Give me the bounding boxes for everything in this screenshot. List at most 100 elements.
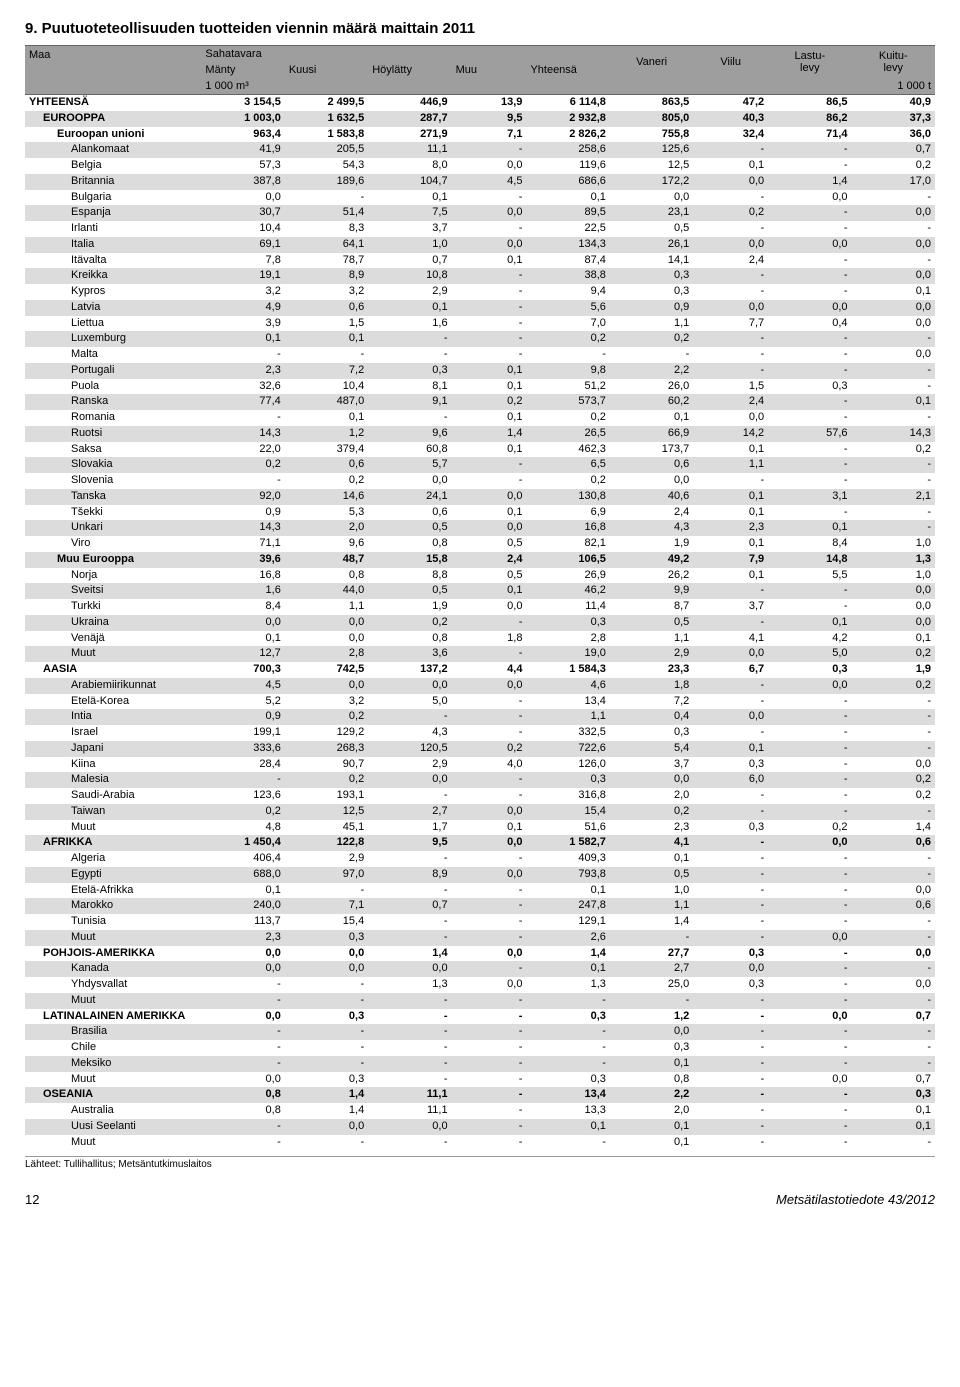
cell: -: [368, 1056, 451, 1072]
cell: 963,4: [201, 127, 284, 143]
cell: 0,9: [201, 505, 284, 521]
cell: 0,0: [285, 631, 368, 647]
cell: -: [768, 725, 851, 741]
cell: -: [452, 1119, 527, 1135]
cell: 12,7: [201, 646, 284, 662]
table-row: Etelä-Korea5,23,25,0-13,47,2---: [25, 694, 935, 710]
cell: 2,8: [285, 646, 368, 662]
cell: 1,2: [285, 426, 368, 442]
cell: -: [693, 1009, 768, 1025]
col-hoylatty: Höylätty: [368, 62, 451, 78]
cell: 0,3: [852, 1087, 935, 1103]
row-label: Saudi-Arabia: [25, 788, 201, 804]
cell: 379,4: [285, 442, 368, 458]
cell: 0,0: [852, 316, 935, 332]
cell: 0,7: [852, 142, 935, 158]
cell: 2,4: [610, 505, 693, 521]
cell: 0,0: [852, 599, 935, 615]
cell: 0,0: [768, 300, 851, 316]
cell: 0,1: [693, 536, 768, 552]
cell: 0,1: [693, 505, 768, 521]
cell: 13,9: [452, 95, 527, 111]
table-row: Alankomaat41,9205,511,1-258,6125,6--0,7: [25, 142, 935, 158]
table-row: Ukraina0,00,00,2-0,30,5-0,10,0: [25, 615, 935, 631]
table-row: Kanada0,00,00,0-0,12,70,0--: [25, 961, 935, 977]
cell: -: [201, 977, 284, 993]
cell: -: [201, 1040, 284, 1056]
cell: -: [368, 1040, 451, 1056]
row-label: Arabiemiirikunnat: [25, 678, 201, 694]
cell: 0,0: [452, 237, 527, 253]
cell: 23,1: [610, 205, 693, 221]
cell: 14,8: [768, 552, 851, 568]
cell: -: [201, 1056, 284, 1072]
cell: -: [768, 1040, 851, 1056]
cell: -: [852, 1135, 935, 1151]
cell: -: [452, 993, 527, 1009]
cell: -: [526, 1056, 609, 1072]
cell: -: [693, 190, 768, 206]
cell: 0,5: [610, 867, 693, 883]
cell: 9,1: [368, 394, 451, 410]
cell: 1,1: [285, 599, 368, 615]
cell: -: [768, 473, 851, 489]
cell: -: [368, 709, 451, 725]
cell: 0,1: [852, 284, 935, 300]
cell: 0,1: [452, 410, 527, 426]
cell: 2,3: [201, 363, 284, 379]
cell: 1,8: [610, 678, 693, 694]
row-label: Portugali: [25, 363, 201, 379]
cell: -: [201, 347, 284, 363]
cell: 0,0: [693, 300, 768, 316]
cell: -: [852, 253, 935, 269]
cell: -: [201, 473, 284, 489]
cell: 240,0: [201, 898, 284, 914]
cell: 700,3: [201, 662, 284, 678]
cell: 0,0: [368, 1119, 451, 1135]
cell: 268,3: [285, 741, 368, 757]
row-label: Slovenia: [25, 473, 201, 489]
cell: 113,7: [201, 914, 284, 930]
cell: -: [368, 1009, 451, 1025]
cell: 863,5: [610, 95, 693, 111]
cell: 1,5: [693, 379, 768, 395]
cell: 11,1: [368, 142, 451, 158]
row-label: Etelä-Afrikka: [25, 883, 201, 899]
cell: -: [452, 961, 527, 977]
cell: -: [693, 725, 768, 741]
cell: -: [452, 268, 527, 284]
cell: -: [852, 804, 935, 820]
table-row: LATINALAINEN AMERIKKA0,00,3--0,31,2-0,00…: [25, 1009, 935, 1025]
cell: 1 632,5: [285, 111, 368, 127]
cell: 1 582,7: [526, 835, 609, 851]
cell: -: [693, 1040, 768, 1056]
cell: 90,7: [285, 757, 368, 773]
cell: 126,0: [526, 757, 609, 773]
table-row: Viro71,19,60,80,582,11,90,18,41,0: [25, 536, 935, 552]
cell: 0,1: [452, 363, 527, 379]
cell: 0,1: [693, 158, 768, 174]
cell: 4,5: [201, 678, 284, 694]
table-row: Saudi-Arabia123,6193,1--316,82,0--0,2: [25, 788, 935, 804]
cell: 0,0: [852, 757, 935, 773]
cell: 9,9: [610, 583, 693, 599]
cell: 129,1: [526, 914, 609, 930]
cell: 6,7: [693, 662, 768, 678]
cell: -: [693, 1119, 768, 1135]
cell: -: [368, 1024, 451, 1040]
cell: 0,0: [852, 583, 935, 599]
cell: 0,0: [693, 646, 768, 662]
page-number: 12: [25, 1192, 39, 1207]
row-label: AASIA: [25, 662, 201, 678]
cell: -: [852, 914, 935, 930]
table-row: Muut0,00,3--0,30,8-0,00,7: [25, 1072, 935, 1088]
cell: -: [452, 1056, 527, 1072]
table-row: Romania-0,1-0,10,20,10,0--: [25, 410, 935, 426]
table-row: Algeria406,42,9--409,30,1---: [25, 851, 935, 867]
cell: -: [693, 363, 768, 379]
cell: 0,2: [452, 741, 527, 757]
cell: 0,0: [852, 977, 935, 993]
cell: 0,0: [768, 237, 851, 253]
cell: -: [852, 473, 935, 489]
cell: 1 003,0: [201, 111, 284, 127]
